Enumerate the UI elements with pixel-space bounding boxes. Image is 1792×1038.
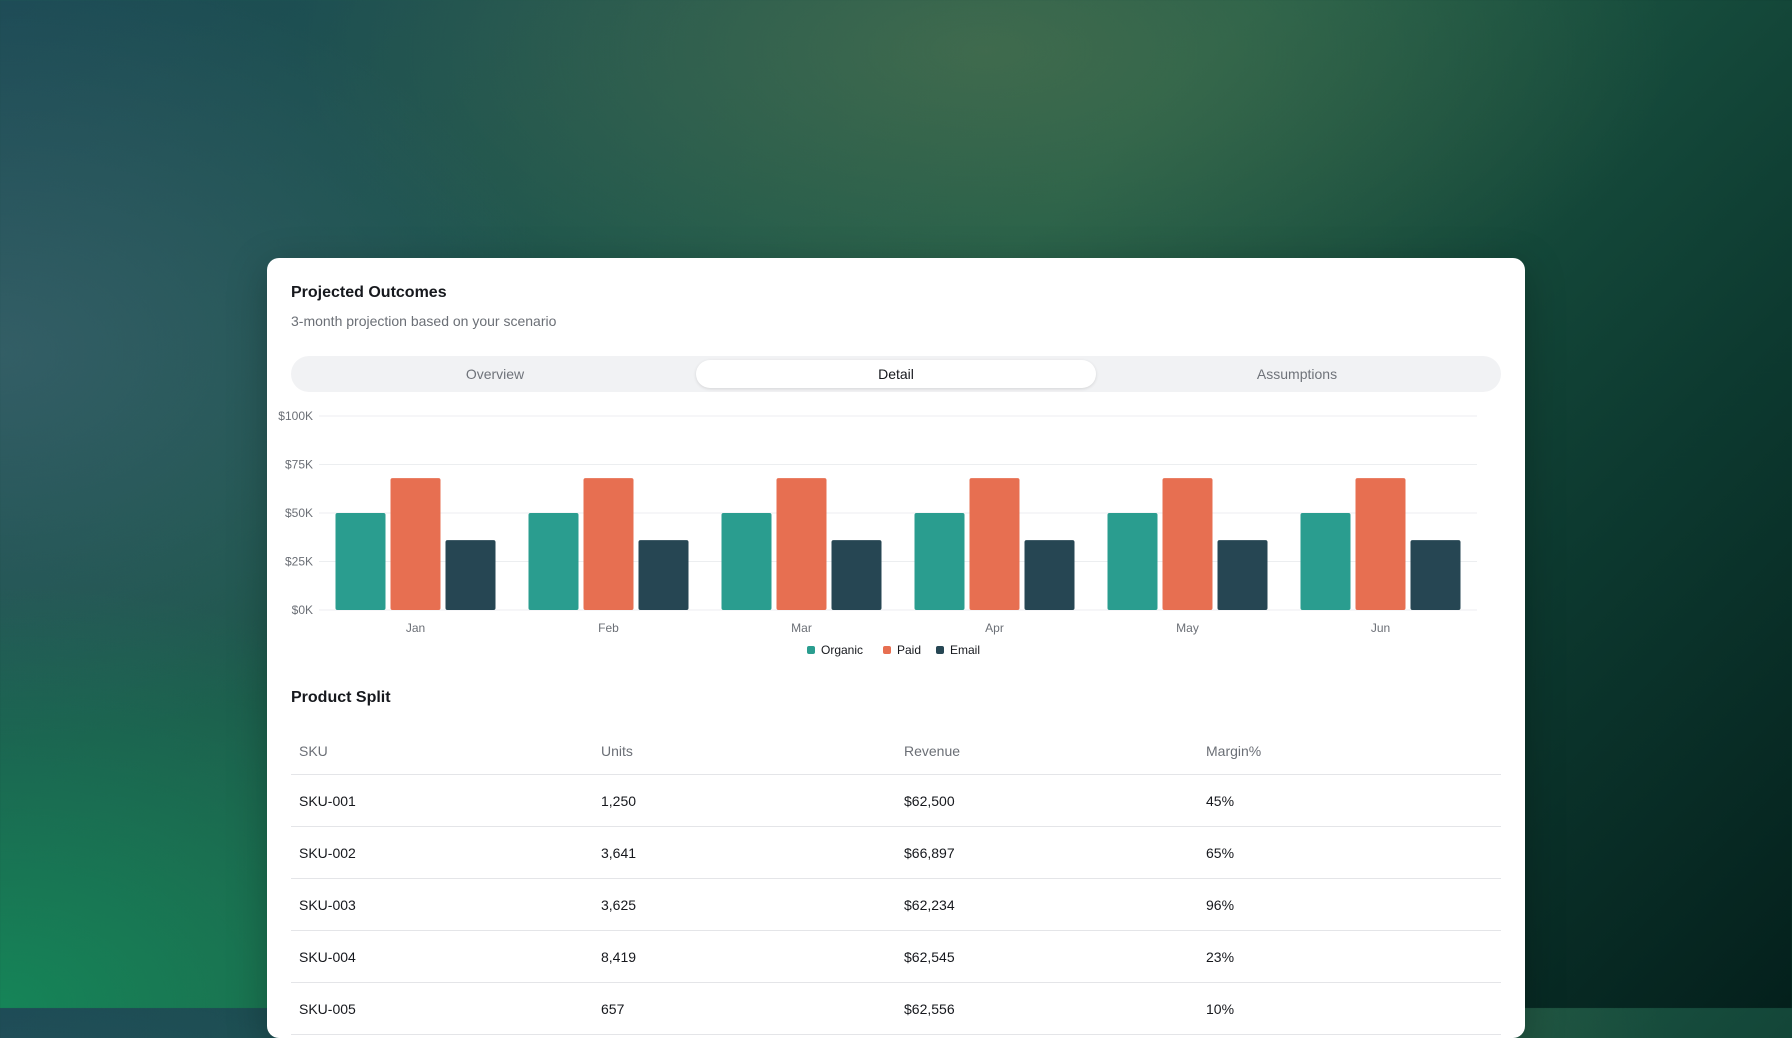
table-cell: $62,234	[904, 896, 955, 913]
table-row[interactable]: SKU-003 3,625 $62,234 96%	[291, 879, 1501, 931]
bar-paid-apr	[969, 478, 1020, 610]
table-row[interactable]: SKU-002 3,641 $66,897 65%	[291, 827, 1501, 879]
x-tick-label: Apr	[985, 621, 1004, 635]
table-cell: 3,625	[601, 896, 637, 913]
table-cell: $62,500	[904, 792, 955, 809]
table-row[interactable]: SKU-004 8,419 $62,545 23%	[291, 931, 1501, 983]
x-tick-label: Jan	[406, 621, 425, 635]
table-cell: $66,897	[904, 844, 955, 861]
y-tick-label: $25K	[285, 555, 313, 569]
bar-organic-jun	[1300, 513, 1351, 610]
column-header: Revenue	[904, 743, 961, 759]
bar-paid-may	[1162, 478, 1213, 610]
table-row[interactable]: SKU-001 1,250 $62,500 45%	[291, 775, 1501, 827]
x-tick-label: May	[1176, 621, 1199, 635]
x-tick-label: Jun	[1371, 621, 1390, 635]
table-header-row: SKU Units Revenue Margin%	[291, 728, 1501, 775]
legend-label-email: Email	[950, 643, 980, 657]
table-cell: 65%	[1206, 844, 1235, 861]
bar-paid-feb	[583, 478, 634, 610]
column-header: SKU	[299, 743, 328, 759]
tab-overview[interactable]: Overview	[465, 366, 525, 382]
legend-swatch-organic	[807, 646, 815, 654]
channel-bar-chart: $0K $25K $50K $75K $100K Jan Feb Mar Apr May Jun Or…	[278, 409, 1477, 657]
bar-organic-mar	[721, 513, 772, 610]
bar-email-jan	[445, 540, 496, 610]
x-tick-label: Mar	[791, 621, 812, 635]
y-tick-label: $0K	[292, 603, 313, 617]
bar-organic-apr	[914, 513, 965, 610]
bar-email-jun	[1410, 540, 1461, 610]
y-tick-label: $50K	[285, 506, 313, 520]
legend-label-organic: Organic	[821, 643, 863, 657]
table-cell: SKU-004	[299, 948, 356, 965]
table-cell: SKU-005	[299, 1000, 356, 1017]
legend-swatch-email	[936, 646, 944, 654]
bar-paid-jan	[390, 478, 441, 610]
table-cell: 45%	[1206, 792, 1235, 809]
table-cell: 96%	[1206, 896, 1235, 913]
table-cell: 1,250	[601, 792, 637, 809]
bar-paid-mar	[776, 478, 827, 610]
column-header: Units	[601, 743, 633, 759]
product-split-table: SKU Units Revenue Margin% SKU-001 1,250 $62,50…	[291, 728, 1501, 1035]
tab-assumptions[interactable]: Assumptions	[1256, 366, 1338, 382]
table-cell: 8,419	[601, 948, 637, 965]
card-subtitle: 3-month projection based on your scenari…	[291, 313, 557, 329]
table-cell: $62,556	[904, 1000, 955, 1017]
y-tick-label: $100K	[278, 409, 313, 423]
table-row[interactable]: SKU-005 657 $62,556 10%	[291, 983, 1501, 1035]
table-cell: SKU-001	[299, 792, 356, 809]
legend-swatch-paid	[883, 646, 891, 654]
legend-label-paid: Paid	[897, 643, 921, 657]
bar-email-feb	[638, 540, 689, 610]
bar-organic-feb	[528, 513, 579, 610]
tab-detail[interactable]: Detail	[696, 360, 1096, 388]
table-cell: 3,641	[601, 844, 637, 861]
card-title: Projected Outcomes	[291, 284, 447, 301]
tab-bar: Overview Detail Assumptions	[291, 356, 1501, 392]
bar-email-may	[1217, 540, 1268, 610]
table-cell: 10%	[1206, 1000, 1235, 1017]
table-cell: 23%	[1206, 948, 1235, 965]
projected-outcomes-card: Projected Outcomes 3-month projection ba…	[267, 258, 1525, 1038]
table-cell: 657	[601, 1000, 625, 1017]
column-header: Margin%	[1206, 743, 1262, 759]
table-cell: SKU-002	[299, 844, 356, 861]
table-cell: SKU-003	[299, 896, 356, 913]
y-tick-label: $75K	[285, 458, 313, 472]
bar-email-mar	[831, 540, 882, 610]
product-split-title: Product Split	[291, 689, 391, 706]
bar-organic-jan	[335, 513, 386, 610]
bar-paid-jun	[1355, 478, 1406, 610]
table-cell: $62,545	[904, 948, 955, 965]
bar-email-apr	[1024, 540, 1075, 610]
bar-organic-may	[1107, 513, 1158, 610]
x-tick-label: Feb	[598, 621, 619, 635]
